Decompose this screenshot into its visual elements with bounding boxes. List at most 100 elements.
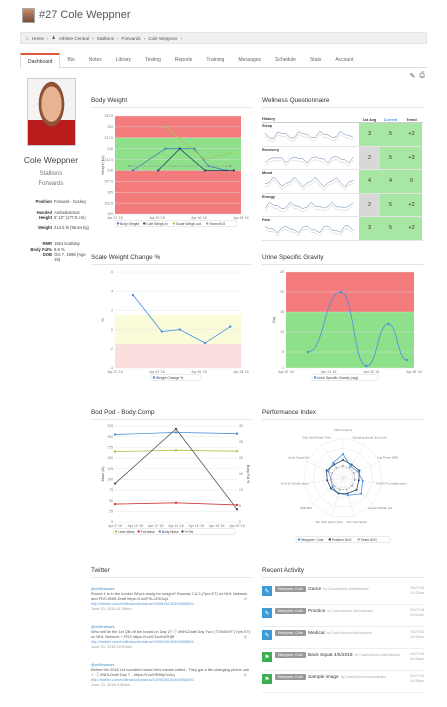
y-tick-label: 207.5 [105,180,114,184]
wellness-history: Energy [262,194,359,217]
x-tick-label: Apr 28 '18 [233,216,248,220]
tab-messages[interactable]: Messages [238,57,262,63]
data-point [160,330,163,333]
scale-change-chart: -4 -2 0 2 4 6 Apr 22 '18 Apr 24 '18 Apr 26 '18 Ap… [101,270,249,381]
y-tick-label: 125 [107,467,113,471]
tab-training[interactable]: Training [206,57,225,63]
tab-dashboard[interactable]: Dashboard [20,53,61,69]
scale-change-title: Scale Weight Change % [91,254,161,261]
tweet-link[interactable]: http://twitter.com/nhlfirstwork/status/1… [91,639,194,644]
home-icon: ⌂ [26,35,29,41]
tab-testing[interactable]: Testing [145,57,161,63]
radar-axis-label: Standing Broad Jump (in) [352,435,386,439]
activity-main: Weppner, Cole Game by Coach/Admin Admini… [275,586,402,592]
tab-bio[interactable]: Bio [67,57,75,63]
y-tick-label: 217.5 [105,136,114,140]
data-point [405,358,408,362]
x-tick-label: Apr 24 '18 [149,216,164,220]
activity-item[interactable]: ⚑ Weppner, Cole Sample image by Coach/Ad… [262,671,424,693]
breadcrumb-group[interactable]: Forwards [121,35,141,41]
radar-point [347,494,350,497]
x-tick-label: Apr 12 '18 [148,524,163,528]
wellness-avg: 3 [359,123,380,146]
activity-title[interactable]: Back Squat 4/9/2018 [308,652,353,658]
activity-athlete-tag[interactable]: Weppner, Cole [275,586,307,592]
activity-title[interactable]: Practice [308,608,326,614]
breadcrumb-athlete-central[interactable]: Athlete Central [58,35,90,41]
legend-label: Team AVG [361,538,377,542]
activity-athlete-tag[interactable]: Weppner, Cole [275,608,307,614]
tab-stats[interactable]: Stats [309,57,322,63]
activity-title[interactable]: Medical [308,630,325,636]
activity-main: Weppner, Cole Medical by Coach/Admin Adm… [275,630,402,636]
tweet-date: June 23, 2018 11:39am [91,606,132,611]
radar-point [329,487,332,490]
activity-title[interactable]: Game [308,586,322,592]
radar-point [342,459,344,461]
x-tick-label: Apr 28 '18 [406,370,421,374]
data-point [235,503,239,507]
activity-item[interactable]: ✎ Weppner, Cole Game by Coach/Admin Admi… [262,583,424,605]
tweet: @nhlfirstwork Who will be the 1st QB off… [91,624,251,649]
y-tick-label: 2 [111,309,113,313]
data-point [193,147,196,150]
wq-header-history: History [262,117,276,121]
print-icon[interactable]: ⎙ [419,72,425,79]
tweet-handle[interactable]: @nhlfirstwork [91,662,115,667]
twitter-bird-icon: ♥ [243,597,247,603]
wellness-label: Energy [262,194,275,199]
activity-by: by Coach/Admin Administrator [340,675,387,679]
wellness-trend: +2 [401,217,422,240]
tab-schedule[interactable]: Schedule [275,57,296,63]
tweet-text: Round 1 is in the books! Who's ready for… [91,591,248,601]
chart-legend: Urine Specific Gravity (usg) [311,374,379,381]
x-tick-label: Apr 22 '18 [107,370,122,374]
breadcrumb-athlete[interactable]: Cole Weppner [148,35,178,41]
radar-series [328,453,364,496]
breadcrumb-home[interactable]: Home [31,35,45,41]
tweet-link[interactable]: http://twitter.com/nhlfirstwork/status/1… [91,601,194,606]
tweet: @nhlfirstwork Round 1 is in the books! W… [91,586,251,611]
y-tick-label: -4 [110,366,113,370]
legend-swatch [297,538,301,541]
edit-icon[interactable]: ✎ [409,73,416,80]
data-point [229,164,232,168]
activity-athlete-tag[interactable]: Weppner, Cole [275,652,307,658]
radar-point [331,486,334,489]
tab-reports[interactable]: Reports [174,57,193,63]
y2-tick-label: 25 [239,440,243,444]
radar-point [327,470,330,473]
activity-athlete-tag[interactable]: Weppner, Cole [275,630,307,636]
tweet-handle[interactable]: @nhlfirstwork [91,624,115,629]
legend-label: Fat Mass [141,530,155,534]
tab-account[interactable]: Account [335,57,354,63]
tweet-handle[interactable]: @nhlfirstwork [91,586,115,591]
activity-item[interactable]: ⚑ Weppner, Cole Back Squat 4/9/2018 by C… [262,649,424,671]
data-point [178,328,181,331]
legend-swatch [137,530,140,533]
activity-athlete-tag[interactable]: Weppner, Cole [275,674,307,680]
body-weight-chart: 200 202.5 205 207.5 210 212.5 215 217.5 220 222.5… [101,114,249,227]
tab-notes[interactable]: Notes [88,57,102,63]
tab-library[interactable]: Library [115,57,132,63]
legend-swatch [313,376,317,379]
y2-tick-label: 5 [239,504,241,508]
radar-point [330,478,333,481]
legend-label: Lean Mass [118,530,135,534]
radar-point [352,472,355,475]
info-label: Position [35,199,52,204]
radar-point [337,492,340,495]
breadcrumb-team[interactable]: Stallions [96,35,114,41]
series-line [157,148,234,171]
data-point [157,169,160,172]
tweet-link[interactable]: http://twitter.com/nhlfirstwork/status/1… [91,677,194,682]
series-line [114,428,238,510]
info-value: 9.9 % [54,246,65,252]
activity-item[interactable]: ✎ Weppner, Cole Practice by Coach/Admin … [262,605,424,627]
legend-swatch [328,538,331,541]
activity-item[interactable]: ✎ Weppner, Cole Medical by Coach/Admin A… [262,627,424,649]
activity-title[interactable]: Sample image [308,674,339,680]
radar-axis-label: Wall Ball [300,506,312,510]
data-point [113,433,117,436]
series-line [307,291,407,367]
